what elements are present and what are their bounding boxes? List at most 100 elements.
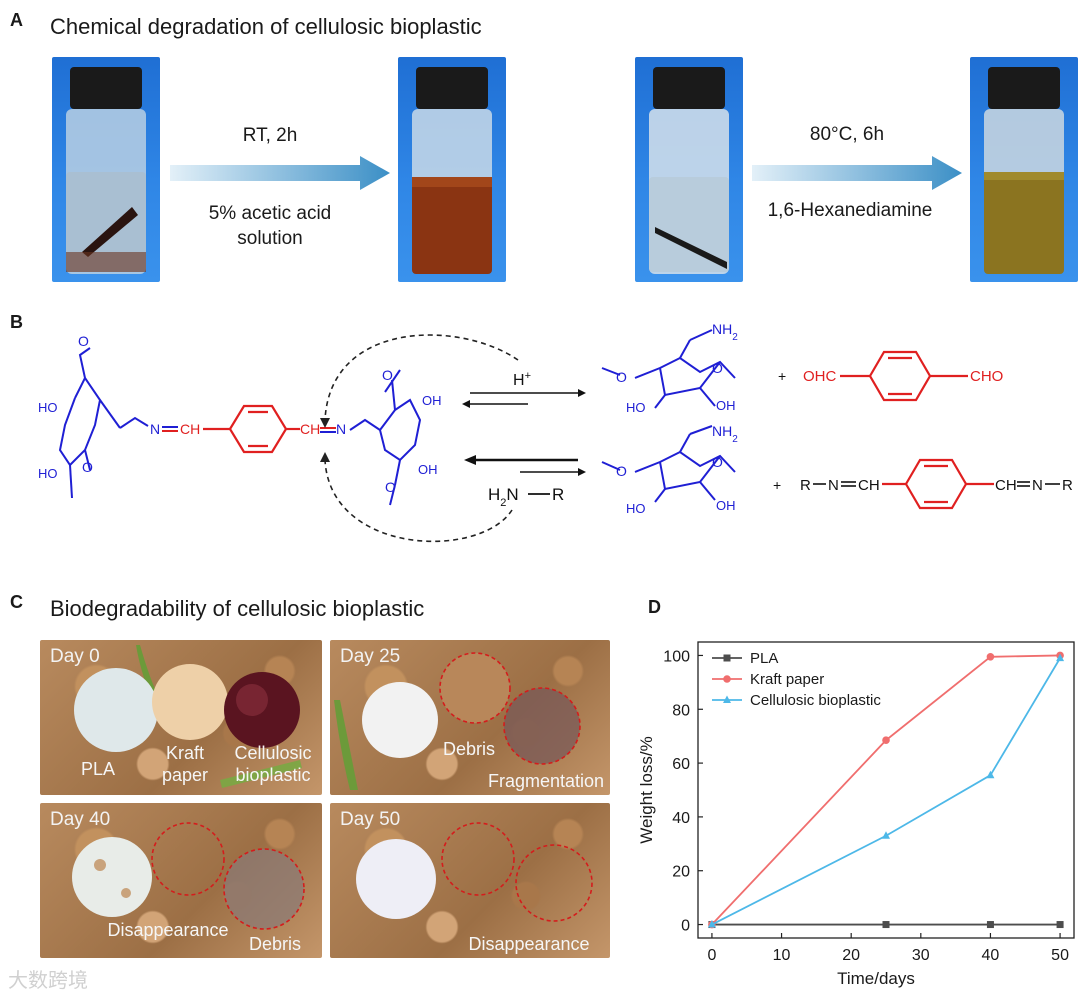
x-tick-label: 0 — [707, 947, 716, 964]
condition-80c-6h: 80°C, 6h — [809, 124, 885, 145]
y-tick-label: 20 — [672, 864, 690, 881]
plot-frame — [697, 641, 1075, 939]
soil-photo-day-25: Day 25 Debris Fragmentation — [330, 640, 610, 795]
product-sugar-top — [601, 329, 736, 409]
left-ring-o-bottom: O — [82, 459, 93, 475]
cellulosic-bioplastic-label: Cellulosic bioplastic — [234, 743, 312, 785]
day-0-label: Day 0 — [50, 646, 100, 667]
legend-marker-pla — [723, 654, 731, 662]
legend-marker-kraft-paper — [723, 675, 731, 683]
day-25-label: Day 25 — [340, 646, 401, 667]
product-top-ho: HO — [626, 400, 646, 415]
left-ring-ho-2: HO — [38, 466, 58, 481]
point-kraft-paper — [882, 736, 890, 745]
left-di-ch: CH — [858, 477, 880, 494]
right-imine-n: N — [336, 421, 346, 437]
di-imine-ring — [882, 458, 994, 510]
product-bottom-ho: HO — [626, 501, 646, 516]
product-top-o: O — [616, 369, 627, 385]
product-top-nh2: NH2 — [712, 321, 738, 343]
panel-a-letter: A — [10, 10, 23, 30]
cho-label: CHO — [970, 368, 1003, 385]
x-tick-label: 20 — [842, 947, 860, 964]
kraft-paper-label: Kraft paper — [161, 743, 209, 785]
central-benzene — [203, 404, 300, 454]
point-pla — [986, 921, 994, 929]
point-cellulosic-bioplastic — [707, 920, 716, 928]
soil-photo-day-50: Day 50 Disappearance — [330, 803, 610, 958]
right-di-n: N — [1032, 477, 1043, 494]
condition-solution: solution — [237, 228, 303, 249]
watermark: 大数跨境 — [8, 970, 88, 992]
point-cellulosic-bioplastic — [882, 831, 890, 839]
product-top-oh: OH — [716, 398, 736, 413]
h-plus-label: H+ — [513, 370, 531, 389]
y-tick-label: 60 — [672, 756, 690, 773]
legend-label-pla: PLA — [750, 650, 778, 667]
fragmentation-label: Fragmentation — [487, 771, 605, 791]
product-sugar-bottom — [601, 425, 736, 503]
plus-sign-bottom: + — [773, 477, 781, 493]
product-bottom-oh: OH — [716, 498, 736, 513]
right-di-ch: CH — [995, 477, 1017, 494]
dashed-attack-arrow-bottom — [324, 459, 513, 543]
condition-rt-2h: RT, 2h — [242, 125, 298, 146]
vial-photo-before-diamine — [635, 57, 743, 282]
x-axis-label: Time/days — [837, 969, 915, 988]
panel-a-title: Chemical degradation of cellulosic biopl… — [50, 14, 482, 39]
reaction-arrow-diamine — [752, 156, 962, 190]
right-ring-oh-2: OH — [418, 462, 438, 477]
x-tick-label: 10 — [773, 947, 791, 964]
weight-loss-chart: 0 10 20 30 40 50 0 20 40 60 80 100 Time/days Weight l… — [637, 641, 1075, 988]
ohc-label: OHC — [803, 368, 837, 385]
legend-marker-cellulosic-bioplastic — [723, 695, 731, 703]
condition-acetic-acid: 5% acetic acid — [208, 203, 332, 224]
panel-d-letter: D — [648, 597, 661, 617]
vial-photo-after-diamine — [970, 57, 1078, 282]
condition-hexanediamine: 1,6-Hexanediamine — [767, 200, 933, 221]
y-axis-label: Weight loss/% — [637, 736, 656, 843]
point-pla — [1056, 921, 1064, 929]
pla-label: PLA — [80, 759, 116, 779]
left-sugar-ring — [58, 347, 149, 499]
debris-label-day-40: Debris — [248, 934, 301, 954]
plus-sign-top: + — [778, 368, 786, 384]
legend-label-cellulosic-bioplastic: Cellulosic bioplastic — [750, 692, 881, 709]
disappearance-label-day-40: Disappearance — [107, 920, 229, 940]
r-group-label: R — [552, 485, 564, 504]
series-line-cellulosic-bioplastic — [711, 657, 1061, 926]
reaction-arrow-acid — [170, 156, 390, 190]
point-kraft-paper — [986, 653, 995, 661]
x-tick-label: 30 — [912, 947, 930, 964]
vial-photo-after-acid — [398, 57, 506, 282]
product-top-ring-o: O — [712, 360, 723, 376]
legend-label-kraft-paper: Kraft paper — [750, 671, 824, 688]
y-tick-label: 40 — [672, 810, 690, 827]
left-ring-ho-1: HO — [38, 400, 58, 415]
left-di-n: N — [828, 477, 839, 494]
right-ring-o-top: O — [382, 367, 393, 383]
y-tick-label: 100 — [663, 648, 690, 665]
dashed-attack-arrow-top — [324, 334, 519, 421]
left-ring-o-top: O — [78, 333, 89, 349]
product-bottom-ring-o: O — [712, 454, 723, 470]
right-ring-o-bottom: O — [385, 479, 396, 495]
soil-photo-day-0: Day 0 PLA Kraft paper Cellulosic bioplas… — [40, 640, 322, 795]
x-tick-label: 50 — [1051, 947, 1069, 964]
panel-c-letter: C — [10, 592, 23, 612]
product-bottom-nh2: NH2 — [712, 423, 738, 445]
series-line-kraft-paper — [711, 654, 1061, 926]
left-r-label: R — [800, 477, 811, 494]
disappearance-label-day-50: Disappearance — [468, 934, 590, 954]
y-tick-label: 0 — [681, 918, 690, 935]
debris-label-day-25: Debris — [442, 739, 495, 759]
vial-photo-before-acid — [52, 57, 160, 282]
day-40-label: Day 40 — [50, 809, 111, 830]
point-pla — [882, 921, 890, 929]
day-50-label: Day 50 — [340, 809, 401, 830]
product-bottom-o: O — [616, 463, 627, 479]
terephthalaldehyde-ring — [840, 350, 968, 402]
right-r-label: R — [1062, 477, 1073, 494]
right-sugar-ring — [349, 369, 422, 506]
point-cellulosic-bioplastic — [986, 770, 995, 779]
